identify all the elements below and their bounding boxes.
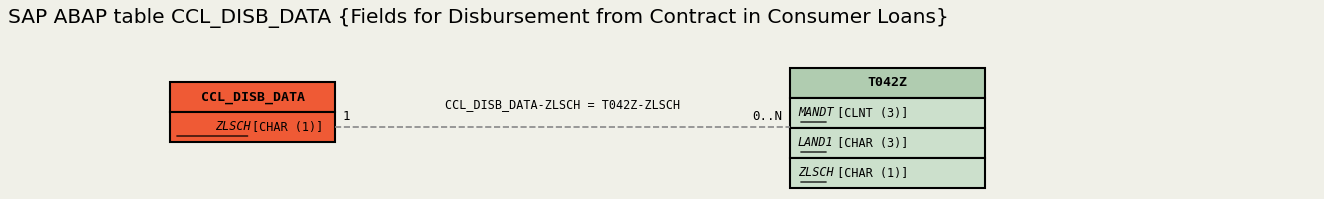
Text: SAP ABAP table CCL_DISB_DATA {Fields for Disbursement from Contract in Consumer : SAP ABAP table CCL_DISB_DATA {Fields for… xyxy=(8,8,949,28)
Bar xyxy=(169,82,335,112)
Text: T042Z: T042Z xyxy=(867,76,907,90)
Bar xyxy=(790,128,985,158)
Text: [CHAR (1)]: [CHAR (1)] xyxy=(830,167,908,179)
Text: ZLSCH: ZLSCH xyxy=(798,167,834,179)
Bar xyxy=(790,158,985,188)
Text: CCL_DISB_DATA: CCL_DISB_DATA xyxy=(200,91,305,103)
Text: [CHAR (3)]: [CHAR (3)] xyxy=(830,137,908,149)
Bar xyxy=(169,112,335,142)
Text: [CHAR (1)]: [CHAR (1)] xyxy=(253,121,324,134)
Text: CCL_DISB_DATA-ZLSCH = T042Z-ZLSCH: CCL_DISB_DATA-ZLSCH = T042Z-ZLSCH xyxy=(445,99,681,111)
Bar xyxy=(790,98,985,128)
Text: 1: 1 xyxy=(343,110,351,124)
Text: ZLSCH: ZLSCH xyxy=(214,121,250,134)
Bar xyxy=(790,68,985,98)
Text: 0..N: 0..N xyxy=(752,110,782,124)
Text: LAND1: LAND1 xyxy=(798,137,834,149)
Text: MANDT: MANDT xyxy=(798,106,834,120)
Text: [CLNT (3)]: [CLNT (3)] xyxy=(830,106,908,120)
